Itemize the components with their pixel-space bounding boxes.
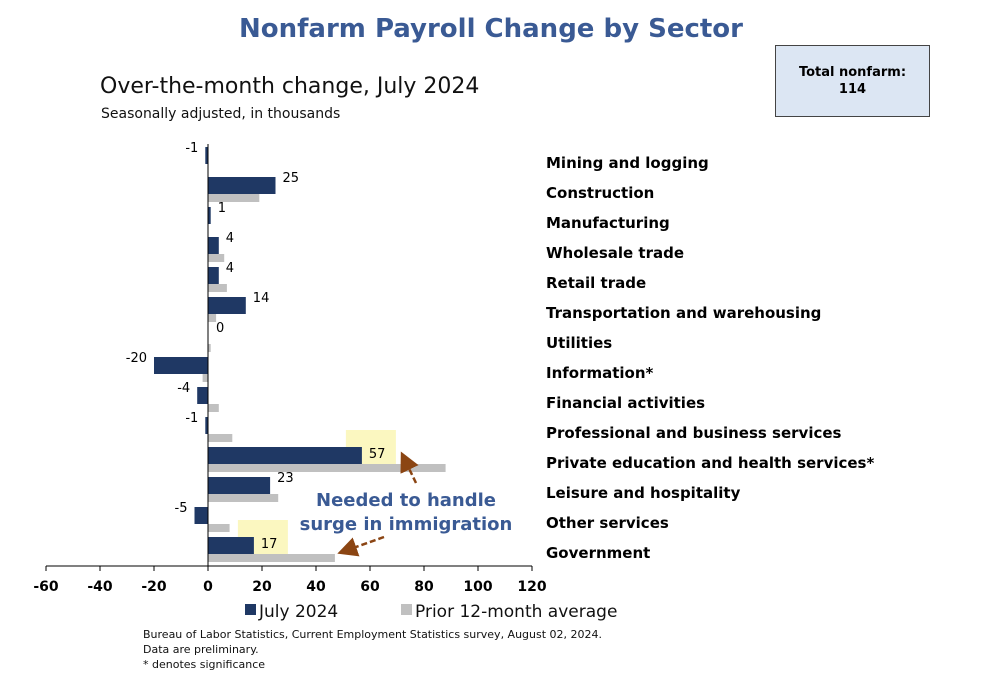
footnotes: Bureau of Labor Statistics, Current Empl… — [143, 627, 602, 672]
bar-july-wholesale-trade — [208, 237, 219, 254]
legend-swatch-prior-12-month-average — [401, 604, 412, 615]
category-label-manufacturing: Manufacturing — [546, 214, 670, 232]
category-label-retail-trade: Retail trade — [546, 274, 646, 292]
category-label-leisure-and-hospitality: Leisure and hospitality — [546, 484, 741, 502]
bar-prior-other-services — [208, 524, 230, 532]
annotation-line-2: surge in immigration — [300, 514, 513, 535]
category-label-private-education-and-health-services: Private education and health services* — [546, 454, 874, 472]
value-label-retail-trade: 4 — [226, 261, 234, 276]
bar-prior-construction — [208, 194, 260, 202]
bar-july-manufacturing — [208, 207, 211, 224]
bar-prior-private-education-and-health-services — [208, 464, 446, 472]
category-label-government: Government — [546, 544, 650, 562]
bar-july-other-services — [194, 507, 208, 524]
x-axis: -60 -40 -20 0 20 40 60 80 100 120 — [33, 144, 547, 595]
bar-prior-financial-activities — [208, 404, 219, 412]
value-label-other-services: -5 — [175, 501, 188, 516]
value-label-leisure-and-hospitality: 23 — [277, 471, 294, 486]
category-label-other-services: Other services — [546, 514, 669, 532]
x-tick-label: -40 — [87, 579, 113, 595]
bar-july-professional-and-business-services — [205, 417, 208, 434]
bar-prior-professional-and-business-services — [208, 434, 233, 442]
value-label-utilities: 0 — [216, 321, 224, 336]
bar-july-information — [154, 357, 208, 374]
bar-prior-information — [202, 374, 208, 382]
footnote-source: Bureau of Labor Statistics, Current Empl… — [143, 628, 603, 641]
bar-prior-leisure-and-hospitality — [208, 494, 279, 502]
annotation: Needed to handle surge in immigration — [300, 451, 513, 557]
bars-layer — [154, 147, 446, 562]
value-label-information: -20 — [126, 351, 147, 366]
bar-prior-wholesale-trade — [208, 254, 225, 262]
bar-july-transportation-and-warehousing — [208, 297, 246, 314]
chart-units-note: Seasonally adjusted, in thousands — [101, 106, 341, 122]
x-tick-label: -60 — [33, 579, 59, 595]
category-label-utilities: Utilities — [546, 334, 612, 352]
chart-title: Nonfarm Payroll Change by Sector — [238, 14, 743, 44]
category-label-wholesale-trade: Wholesale trade — [546, 244, 684, 262]
category-label-professional-and-business-services: Professional and business services — [546, 424, 842, 442]
bar-july-retail-trade — [208, 267, 219, 284]
annotation-arrow-government — [337, 535, 385, 557]
x-tick-label: 40 — [306, 579, 326, 595]
bar-prior-transportation-and-warehousing — [208, 314, 217, 322]
value-label-private-education-and-health-services: 57 — [369, 447, 386, 462]
bar-july-mining-and-logging — [205, 147, 208, 164]
legend-label-prior-12-month-average: Prior 12-month average — [415, 602, 617, 622]
annotation-line-1: Needed to handle — [316, 490, 496, 511]
bar-prior-government — [208, 554, 335, 562]
value-label-professional-and-business-services: -1 — [185, 411, 198, 426]
category-labels: Mining and logging Construction Manufactur… — [546, 154, 874, 562]
legend-swatch-july-2024 — [245, 604, 256, 615]
value-label-transportation-and-warehousing: 14 — [253, 291, 270, 306]
total-nonfarm-value: 114 — [838, 82, 867, 97]
chart-subtitle: Over-the-month change, July 2024 — [100, 74, 480, 99]
x-tick-label: 60 — [360, 579, 380, 595]
category-label-transportation-and-warehousing: Transportation and warehousing — [546, 304, 821, 322]
bar-july-leisure-and-hospitality — [208, 477, 271, 494]
x-tick-label: 100 — [463, 579, 492, 595]
x-tick-label: 80 — [414, 579, 434, 595]
legend-label-july-2024: July 2024 — [258, 602, 338, 622]
value-label-mining-and-logging: -1 — [185, 141, 198, 156]
annotation-arrow-education-health — [400, 451, 419, 484]
footnote-significance: * denotes significance — [143, 658, 266, 671]
bar-july-government — [208, 537, 254, 554]
bar-prior-utilities — [208, 344, 211, 352]
bar-july-construction — [208, 177, 276, 194]
total-nonfarm-label: Total nonfarm: — [798, 65, 907, 80]
bar-july-private-education-and-health-services — [208, 447, 362, 464]
category-label-construction: Construction — [546, 184, 654, 202]
legend: July 2024 Prior 12-month average — [245, 602, 617, 622]
x-tick-label: -20 — [141, 579, 167, 595]
value-label-construction: 25 — [283, 171, 300, 186]
x-tick-label: 20 — [252, 579, 272, 595]
category-label-financial-activities: Financial activities — [546, 394, 705, 412]
bar-prior-retail-trade — [208, 284, 227, 292]
category-label-mining-and-logging: Mining and logging — [546, 154, 709, 172]
value-label-financial-activities: -4 — [177, 381, 190, 396]
x-tick-label: 120 — [517, 579, 546, 595]
value-label-wholesale-trade: 4 — [226, 231, 234, 246]
value-label-manufacturing: 1 — [218, 201, 226, 216]
value-label-government: 17 — [261, 537, 278, 552]
x-tick-label: 0 — [203, 579, 213, 595]
bar-july-financial-activities — [197, 387, 208, 404]
category-label-information: Information* — [546, 364, 654, 382]
footnote-preliminary: Data are preliminary. — [143, 643, 259, 656]
total-nonfarm-box: Total nonfarm: 114 — [775, 45, 930, 117]
